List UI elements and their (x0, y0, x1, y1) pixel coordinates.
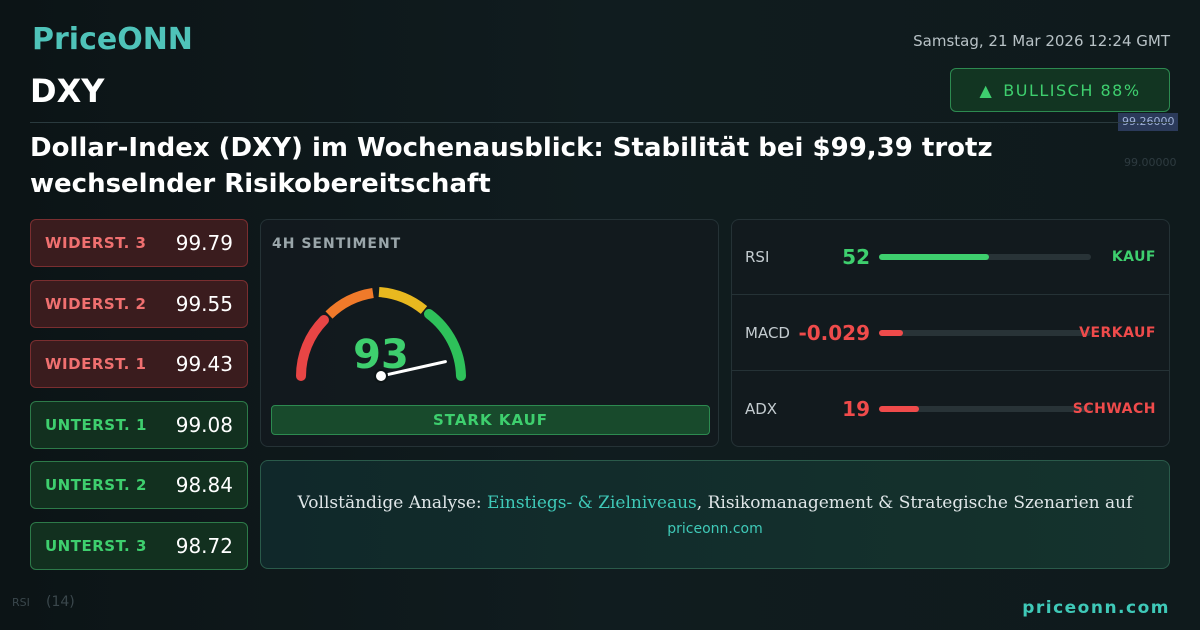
level-row: UNTERST. 1 99.08 (30, 400, 248, 449)
badge-label: BULLISCH 88% (1003, 80, 1141, 100)
sentiment-panel: 4H SENTIMENT 93 STARK KAUF (260, 219, 719, 447)
indicator-row: ADX 19 SCHWACH (731, 371, 1170, 447)
level-label: WIDERST. 3 (45, 234, 147, 252)
level-value: 99.08 (175, 412, 233, 437)
level-value: 99.55 (175, 291, 233, 316)
cta-prefix: Vollständige Analyse: (297, 493, 488, 513)
indicator-signal: SCHWACH (1072, 401, 1156, 417)
indicator-bar (879, 406, 920, 412)
indicator-row: RSI 52 KAUF (731, 219, 1170, 295)
indicator-row: MACD -0.029 VERKAUF (731, 295, 1170, 371)
gauge-segment (296, 315, 329, 381)
indicator-track (879, 329, 1091, 336)
indicator-signal: KAUF (1111, 248, 1156, 265)
indicator-name: RSI (745, 247, 770, 266)
level-label: UNTERST. 3 (45, 536, 147, 555)
level-value: 98.84 (175, 473, 233, 497)
gauge-segment (424, 309, 466, 381)
level-label: UNTERST. 1 (45, 415, 147, 434)
gauge: 93 (296, 287, 466, 383)
indicator-track (879, 406, 1091, 412)
level-value: 98.72 (175, 533, 233, 558)
level-row: UNTERST. 3 98.72 (30, 521, 248, 570)
gauge-segment (378, 287, 428, 314)
bg-price-label: 99.00000 (1124, 156, 1177, 169)
indicator-track (879, 253, 1091, 260)
bg-indicator-label: (14) (46, 594, 75, 610)
brand: PriceONN (32, 22, 193, 57)
level-label: UNTERST. 2 (45, 476, 147, 494)
sentiment-title: 4H SENTIMENT (272, 236, 402, 252)
bg-indicator-label: RSI (12, 596, 30, 609)
indicator-value: 19 (842, 397, 870, 421)
level-value: 99.79 (175, 231, 233, 255)
gauge-segment (325, 288, 374, 319)
cta-suffix: , Risikomanagement & Strategische Szenar… (696, 493, 1133, 513)
indicator-name: MACD (745, 323, 790, 342)
symbol: DXY (30, 72, 105, 110)
level-label: WIDERST. 1 (45, 355, 147, 373)
indicator-bar (879, 253, 990, 260)
indicator-value: 52 (842, 244, 870, 269)
level-row: WIDERST. 1 99.43 (30, 340, 248, 388)
date: Samstag, 21 Mar 2026 12:24 GMT (913, 32, 1170, 50)
sentiment-badge: ▲ BULLISCH 88% (950, 68, 1170, 112)
indicator-value: -0.029 (798, 320, 870, 345)
indicator-signal: VERKAUF (1079, 324, 1156, 341)
level-label: WIDERST. 2 (45, 294, 147, 313)
sentiment-label: STARK KAUF (271, 405, 710, 435)
level-row: UNTERST. 2 98.84 (30, 461, 248, 509)
headline: Dollar-Index (DXY) im Wochenausblick: St… (30, 133, 993, 199)
indicator-bar (879, 329, 903, 336)
cta-panel: Vollständige Analyse: Einstiegs- & Zieln… (260, 460, 1170, 569)
indicator-name: ADX (745, 400, 778, 418)
gauge-needle (379, 360, 447, 378)
level-value: 99.43 (175, 352, 233, 376)
arrow-icon: ▲ (979, 80, 994, 100)
level-row: WIDERST. 2 99.55 (30, 279, 248, 328)
cta-text: Vollständige Analyse: Einstiegs- & Zieln… (261, 493, 1169, 513)
level-row: WIDERST. 3 99.79 (30, 219, 248, 267)
divider (30, 122, 1170, 123)
cta-highlight: Einstiegs- & Zielniveaus (487, 493, 697, 513)
gauge-hub (374, 369, 388, 383)
footer-link[interactable]: priceonn.com (1022, 598, 1170, 618)
cta-link[interactable]: priceonn.com (667, 521, 763, 537)
